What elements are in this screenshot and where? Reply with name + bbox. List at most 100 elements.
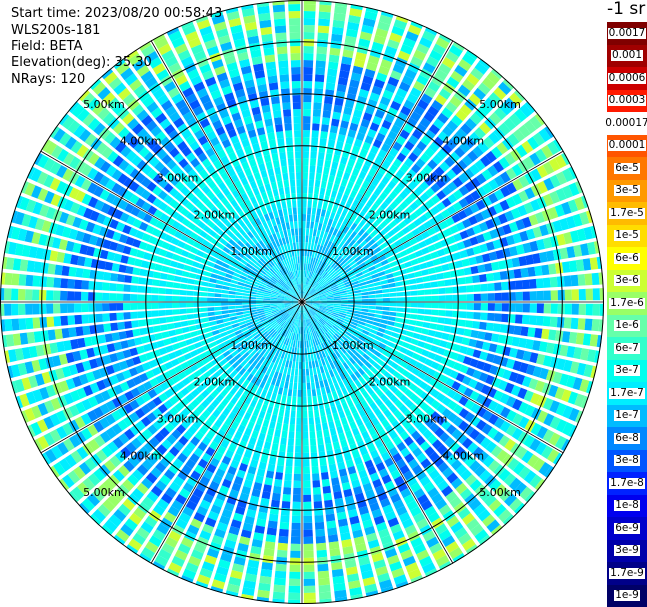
range-gate <box>369 48 382 59</box>
range-gate <box>156 149 168 160</box>
range-gate <box>335 454 344 464</box>
range-gate <box>375 302 383 306</box>
range-gate <box>316 345 321 353</box>
range-gate <box>215 384 224 393</box>
range-gate <box>127 118 139 130</box>
range-gate <box>514 502 526 515</box>
range-gate <box>494 292 502 301</box>
range-gate <box>240 418 249 427</box>
range-gate <box>309 271 314 279</box>
range-gate <box>319 269 325 276</box>
range-gate <box>314 338 319 346</box>
range-gate <box>324 499 334 508</box>
range-gate <box>324 96 334 105</box>
range-gate <box>396 152 407 163</box>
range-gate <box>302 431 309 439</box>
range-gate <box>327 456 336 465</box>
range-gate <box>207 243 217 251</box>
range-gate <box>129 168 141 180</box>
range-gate <box>288 592 301 600</box>
range-gate <box>527 454 540 468</box>
range-gate <box>441 173 452 185</box>
range-gate <box>323 231 329 240</box>
range-gate <box>306 277 310 285</box>
range-gate <box>180 361 189 370</box>
range-gate <box>297 277 300 285</box>
range-gate <box>120 340 129 349</box>
range-gate <box>235 364 243 373</box>
range-gate <box>195 404 205 414</box>
range-gate <box>384 196 393 205</box>
range-gate <box>355 51 367 62</box>
range-gate <box>262 255 269 263</box>
range-gate <box>189 453 200 464</box>
range-gate <box>284 409 290 418</box>
range-gate <box>423 315 432 322</box>
range-gate <box>174 203 185 213</box>
range-gate <box>327 377 333 386</box>
range-gate <box>367 151 376 161</box>
range-gate <box>141 362 151 371</box>
range-gate <box>507 133 520 147</box>
range-gate <box>264 253 271 261</box>
range-gate <box>280 351 286 359</box>
range-gate <box>309 325 314 333</box>
range-gate <box>193 542 207 554</box>
range-gate <box>230 319 239 325</box>
range-gate <box>292 501 301 509</box>
range-gate <box>253 321 261 326</box>
range-gate <box>297 312 300 320</box>
range-gate <box>394 205 404 215</box>
range-gate <box>361 305 369 309</box>
range-gate <box>443 271 451 279</box>
range-gate <box>412 264 421 272</box>
range-gate <box>130 311 138 319</box>
range-gate <box>466 227 476 237</box>
range-gate <box>172 309 180 315</box>
range-gate <box>180 408 190 418</box>
range-gate <box>353 313 361 318</box>
range-gate <box>437 112 449 124</box>
range-gate <box>419 391 430 401</box>
range-gate <box>306 302 313 304</box>
range-gate <box>465 118 477 130</box>
range-gate <box>151 295 159 302</box>
range-gate <box>191 336 200 343</box>
range-gate <box>414 197 425 207</box>
range-gate <box>409 191 419 201</box>
range-gate <box>259 316 267 321</box>
range-gate <box>361 302 369 306</box>
range-gate <box>345 283 353 288</box>
range-gate <box>45 206 56 220</box>
range-gate <box>202 225 212 234</box>
range-gate <box>278 293 286 297</box>
range-gate <box>500 185 511 198</box>
range-gate <box>181 129 192 140</box>
range-gate <box>530 199 541 212</box>
range-gate <box>228 411 237 421</box>
range-gate <box>377 327 386 333</box>
range-gate <box>472 245 482 255</box>
range-gate <box>378 468 389 478</box>
range-gate <box>63 392 74 405</box>
range-gate <box>347 309 355 313</box>
range-gate <box>465 544 478 555</box>
range-gate <box>542 161 555 175</box>
range-gate <box>493 431 505 443</box>
range-gate <box>146 491 159 503</box>
range-gate <box>515 244 525 255</box>
range-gate <box>85 371 96 383</box>
range-gate <box>276 549 288 558</box>
range-gate <box>356 95 367 105</box>
range-gate <box>358 219 366 228</box>
range-gate <box>556 233 566 246</box>
range-gate <box>117 274 125 283</box>
range-gate <box>313 402 319 411</box>
range-gate <box>237 170 246 180</box>
range-gate <box>342 226 350 234</box>
range-gate <box>247 465 257 475</box>
range-gate <box>14 211 25 225</box>
range-gate <box>145 370 155 380</box>
range-gate <box>329 427 337 436</box>
range-gate <box>283 366 288 375</box>
